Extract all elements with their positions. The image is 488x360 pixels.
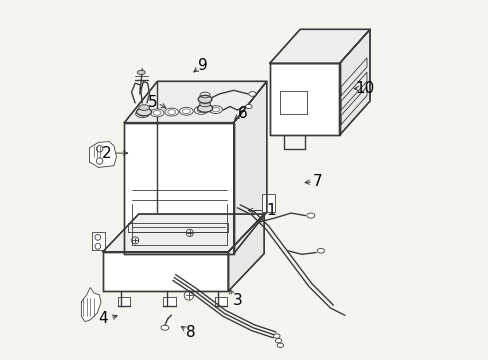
Polygon shape xyxy=(81,288,101,321)
Polygon shape xyxy=(102,252,228,291)
Ellipse shape xyxy=(245,104,251,109)
Text: 7: 7 xyxy=(312,174,322,189)
Polygon shape xyxy=(339,30,369,135)
Ellipse shape xyxy=(273,334,280,338)
Text: 4: 4 xyxy=(98,311,107,325)
Ellipse shape xyxy=(136,108,151,116)
Text: 10: 10 xyxy=(354,81,373,96)
Ellipse shape xyxy=(137,70,145,75)
Polygon shape xyxy=(89,141,116,167)
Ellipse shape xyxy=(164,108,178,116)
Polygon shape xyxy=(214,297,227,306)
Polygon shape xyxy=(163,297,175,306)
Text: 1: 1 xyxy=(266,203,276,218)
Polygon shape xyxy=(124,123,233,253)
Ellipse shape xyxy=(306,213,314,218)
Text: 2: 2 xyxy=(102,145,111,161)
Text: 9: 9 xyxy=(198,58,208,73)
Ellipse shape xyxy=(194,107,207,114)
Polygon shape xyxy=(118,297,130,306)
Text: 6: 6 xyxy=(237,106,247,121)
Polygon shape xyxy=(102,214,264,252)
Text: 8: 8 xyxy=(185,325,195,340)
Polygon shape xyxy=(262,194,274,212)
Ellipse shape xyxy=(135,110,149,118)
Ellipse shape xyxy=(248,91,255,96)
Polygon shape xyxy=(228,214,264,291)
Ellipse shape xyxy=(208,105,222,113)
Ellipse shape xyxy=(275,338,281,343)
Circle shape xyxy=(184,291,193,300)
Polygon shape xyxy=(124,81,266,123)
Polygon shape xyxy=(92,232,104,250)
Ellipse shape xyxy=(150,109,163,117)
Ellipse shape xyxy=(199,101,210,107)
Text: 3: 3 xyxy=(232,293,242,308)
Ellipse shape xyxy=(317,248,324,253)
Polygon shape xyxy=(233,81,266,253)
Ellipse shape xyxy=(198,95,211,103)
Ellipse shape xyxy=(197,104,212,112)
Ellipse shape xyxy=(179,107,193,115)
Text: 5: 5 xyxy=(148,95,158,111)
Polygon shape xyxy=(269,63,339,135)
Ellipse shape xyxy=(277,343,283,347)
Polygon shape xyxy=(269,30,369,63)
Ellipse shape xyxy=(139,105,149,111)
Ellipse shape xyxy=(161,325,168,330)
